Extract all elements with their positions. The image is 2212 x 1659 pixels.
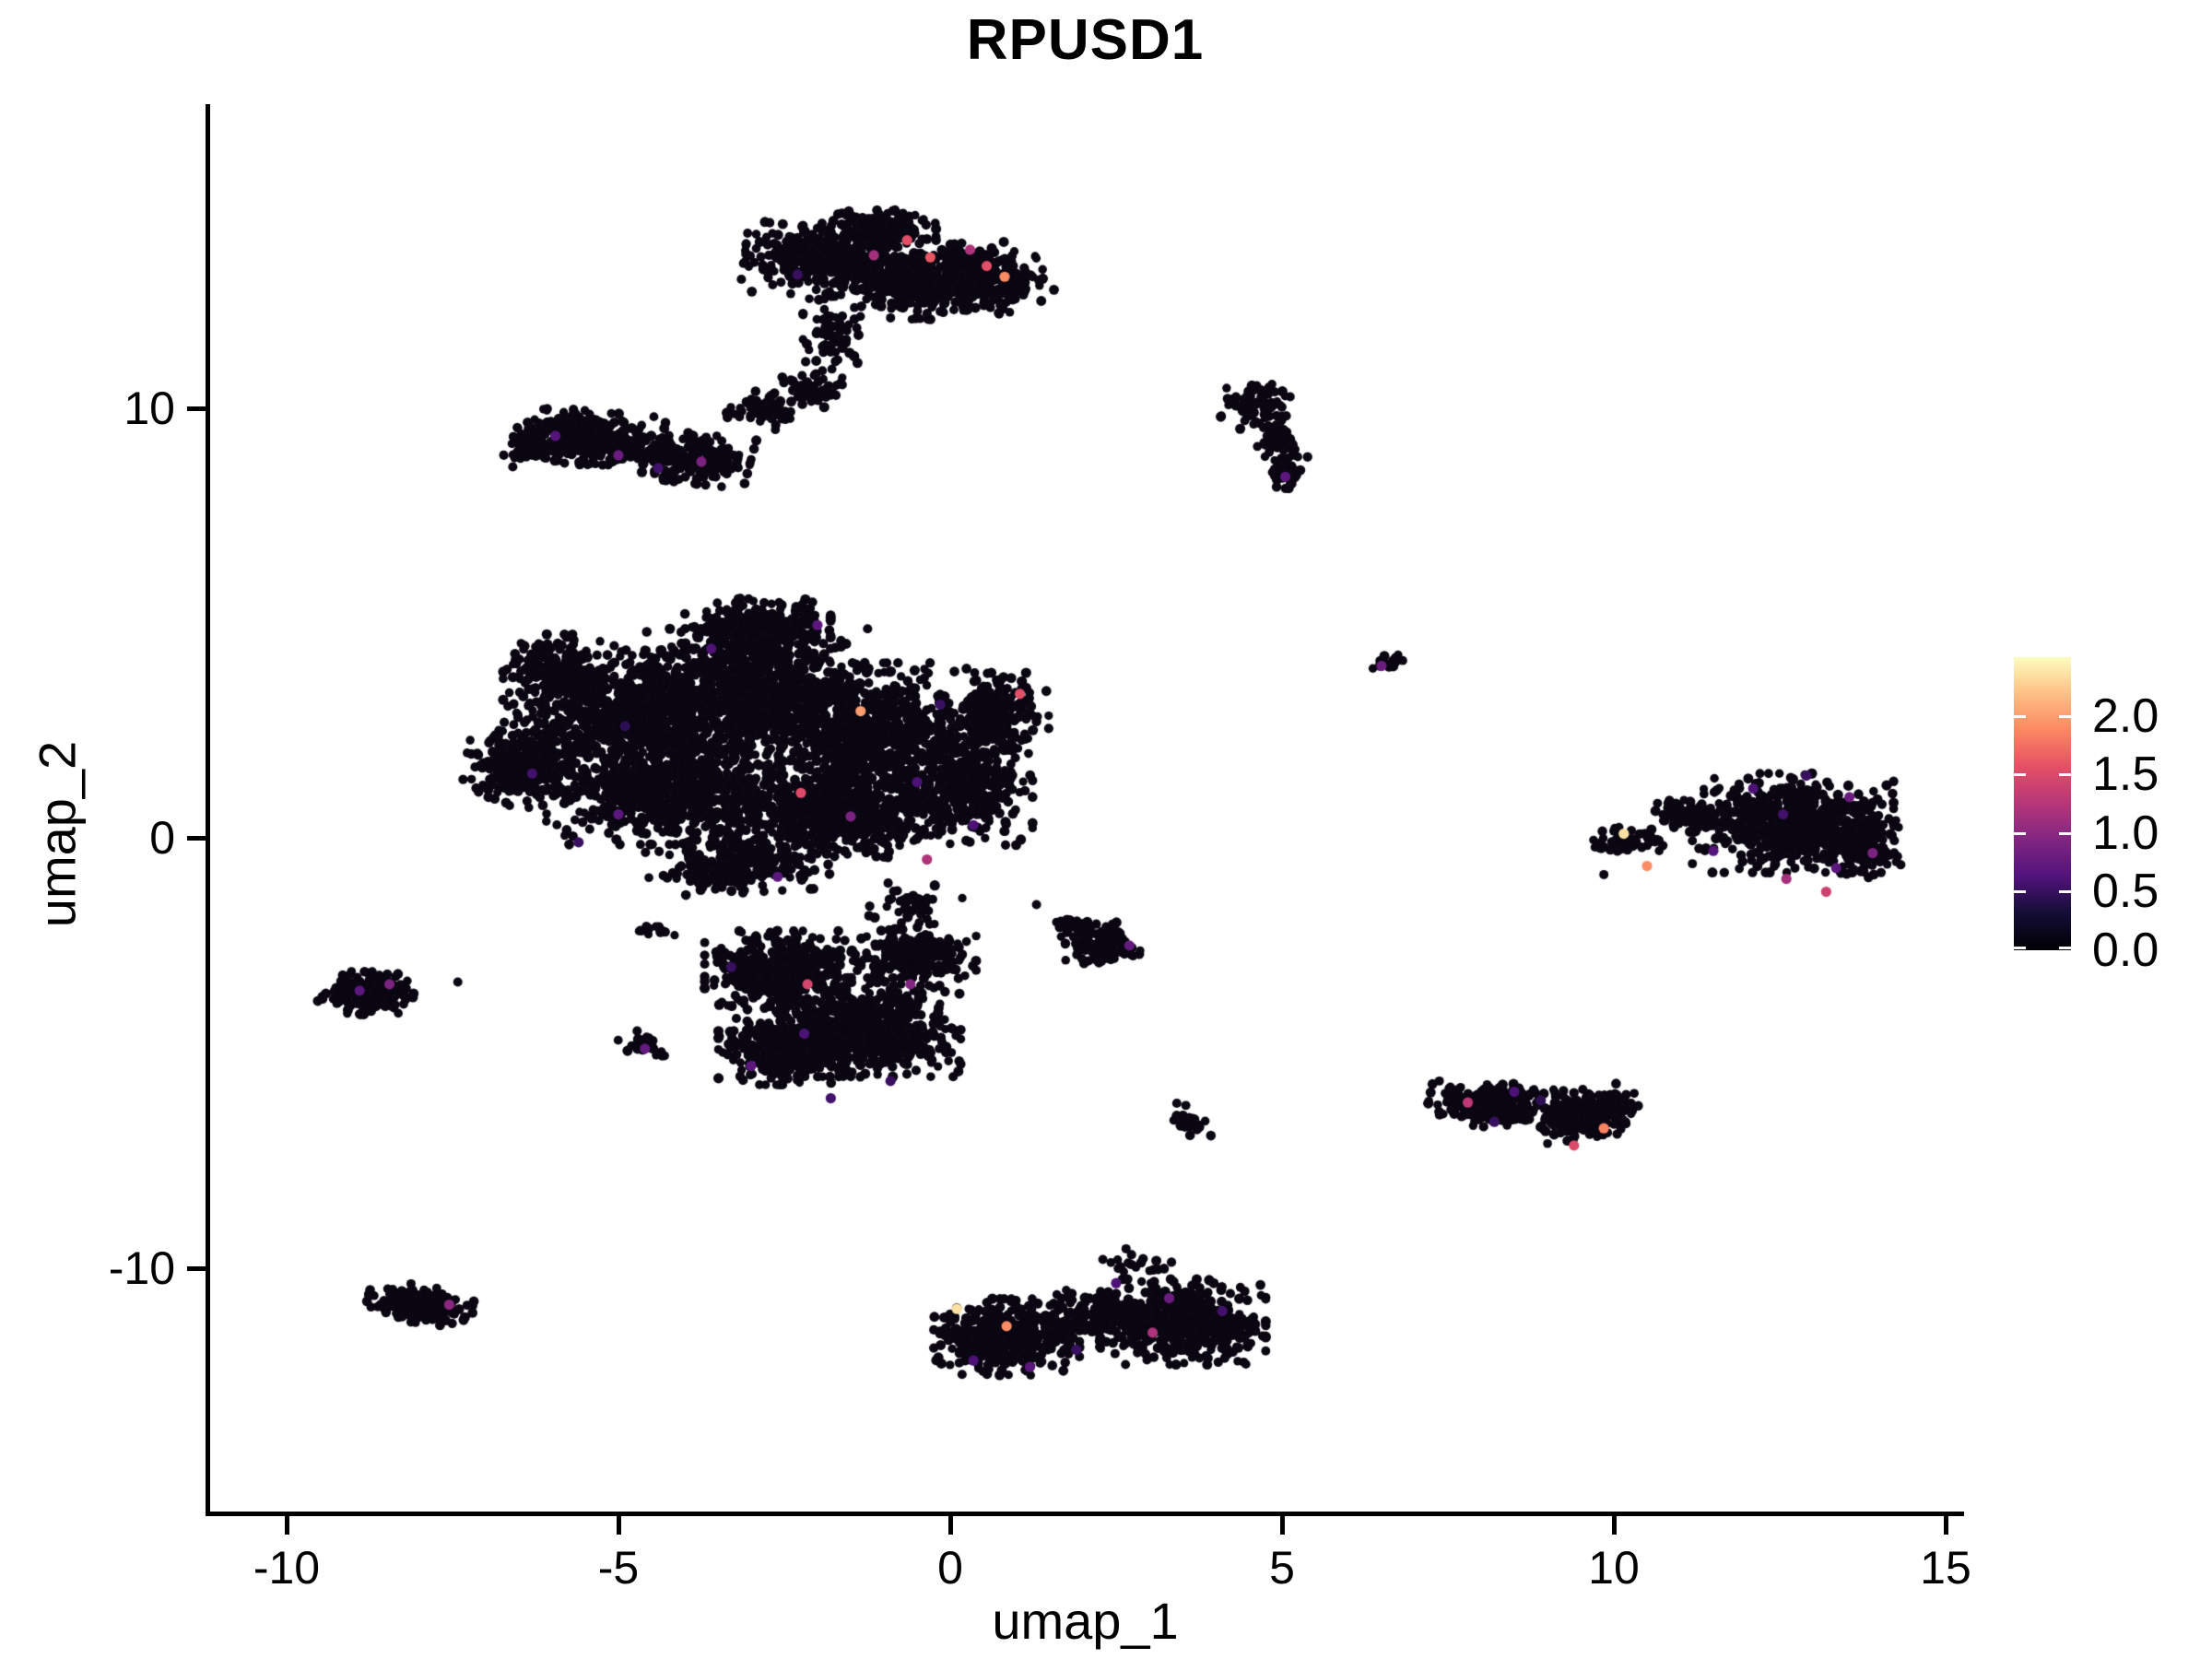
colorbar-tick-mark [2059, 890, 2071, 894]
x-tick-mark [947, 1516, 953, 1535]
colorbar-gradient [2014, 657, 2071, 950]
y-axis-line [206, 104, 210, 1516]
colorbar-tick-mark [2059, 773, 2071, 777]
scatter-points-canvas [208, 106, 1962, 1512]
y-tick-label: 0 [149, 812, 175, 865]
y-tick-mark [187, 836, 206, 841]
x-tick-mark [1611, 1516, 1617, 1535]
x-axis-title: umap_1 [992, 1592, 1179, 1650]
colorbar-tick-mark [2059, 831, 2071, 835]
x-tick-label: -5 [597, 1542, 640, 1594]
x-tick-label: 0 [937, 1542, 963, 1594]
colorbar-tick-mark [2014, 947, 2026, 949]
x-tick-mark [616, 1516, 621, 1535]
colorbar-tick-label: 2.0 [2092, 688, 2159, 743]
x-tick-mark [1279, 1516, 1285, 1535]
colorbar-tick-label: 0.0 [2092, 924, 2159, 977]
x-axis-line [206, 1512, 1964, 1516]
y-tick-mark [187, 406, 206, 411]
x-tick-label: -10 [253, 1542, 321, 1594]
colorbar-tick-mark [2059, 714, 2071, 718]
colorbar-tick-mark [2014, 714, 2026, 718]
plot-title: RPUSD1 [966, 8, 1205, 72]
x-tick-label: 5 [1269, 1542, 1295, 1594]
colorbar-tick-label: 1.5 [2092, 747, 2159, 802]
y-tick-label: 10 [124, 382, 175, 434]
x-tick-mark [284, 1516, 289, 1535]
y-axis-title: umap_2 [28, 740, 87, 928]
x-tick-label: 10 [1588, 1542, 1640, 1594]
colorbar-tick-label: 1.0 [2092, 806, 2159, 860]
y-tick-label: -10 [108, 1241, 175, 1294]
y-tick-mark [187, 1265, 206, 1271]
colorbar-tick-mark [2059, 947, 2071, 949]
x-tick-label: 15 [1920, 1542, 1971, 1594]
x-tick-mark [1943, 1516, 1948, 1535]
colorbar-tick-mark [2014, 831, 2026, 835]
colorbar-tick-mark [2014, 773, 2026, 777]
colorbar-tick-mark [2014, 890, 2026, 894]
colorbar-tick-label: 0.5 [2092, 865, 2159, 919]
